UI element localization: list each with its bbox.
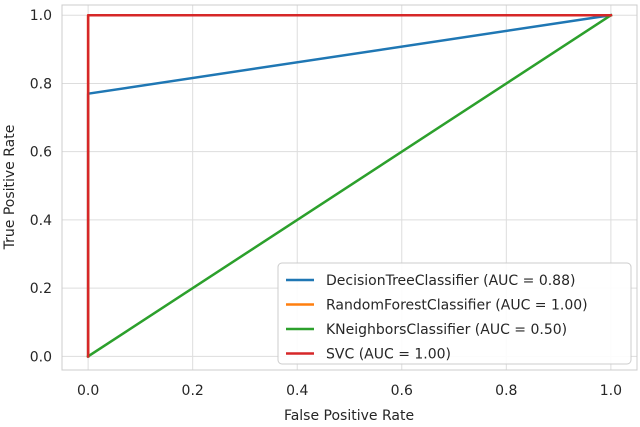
series-line	[86, 13, 613, 358]
legend-label: SVC (AUC = 1.00)	[326, 347, 451, 363]
x-tick-label: 0.0	[77, 383, 99, 399]
y-tick-label: 1.0	[30, 8, 52, 24]
legend-label: RandomForestClassifier (AUC = 1.00)	[326, 298, 588, 314]
x-tick-label: 0.8	[495, 383, 517, 399]
y-axis-label: True Positive Rate	[2, 125, 18, 251]
x-tick-label: 0.6	[391, 383, 413, 399]
legend-label: KNeighborsClassifier (AUC = 0.50)	[326, 322, 567, 338]
series-lines	[86, 13, 613, 359]
x-tick-label: 0.4	[286, 383, 308, 399]
series-line	[86, 13, 613, 359]
legend-label: DecisionTreeClassifier (AUC = 0.88)	[326, 273, 575, 289]
x-tick-labels: 0.0 0.2 0.4 0.6 0.8 1.0	[77, 383, 622, 399]
legend: DecisionTreeClassifier (AUC = 0.88) Rando…	[277, 262, 632, 365]
y-tick-labels: 0.0 0.2 0.4 0.6 0.8 1.0	[30, 8, 52, 365]
grid-lines	[62, 5, 637, 370]
x-tick-label: 1.0	[600, 383, 622, 399]
x-axis-label: False Positive Rate	[284, 408, 414, 424]
x-tick-label: 0.2	[182, 383, 204, 399]
y-tick-label: 0.0	[30, 349, 52, 365]
y-tick-label: 0.8	[30, 76, 52, 92]
legend-box	[277, 262, 632, 365]
y-tick-label: 0.2	[30, 281, 52, 297]
plot-frame	[61, 4, 638, 371]
y-tick-label: 0.6	[30, 145, 52, 161]
y-tick-label: 0.4	[30, 213, 52, 229]
